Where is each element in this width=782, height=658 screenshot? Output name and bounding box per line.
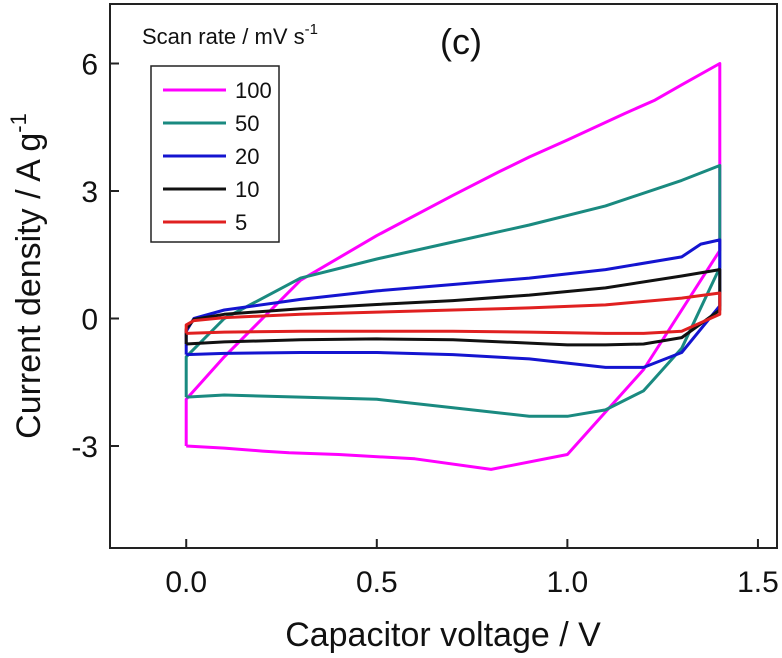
legend-title-superscript: -1	[305, 21, 318, 38]
y-axis-title: Current density / A g-1	[6, 113, 48, 439]
legend-label-50: 50	[235, 111, 259, 136]
y-tick-label: 0	[81, 304, 98, 337]
x-tick-label: 1.5	[737, 566, 779, 599]
y-axis-title-text: Current density / A g	[10, 133, 48, 439]
y-tick-label: 6	[81, 49, 98, 82]
legend: 100 50 20 10 5	[163, 78, 272, 235]
legend-title: Scan rate / mV s-1	[142, 21, 318, 49]
y-tick-label: -3	[71, 431, 98, 464]
x-tick-label: 1.0	[547, 566, 589, 599]
svg-text:Current density / A g-1: Current density / A g-1	[6, 113, 48, 439]
legend-label-10: 10	[235, 177, 259, 202]
legend-box	[150, 65, 280, 243]
series-5	[184, 291, 722, 335]
legend-label-100: 100	[235, 78, 272, 103]
legend-label-20: 20	[235, 144, 259, 169]
y-tick-label: 3	[81, 176, 98, 209]
series-20	[184, 238, 722, 369]
series-100	[184, 62, 722, 471]
legend-title-text: Scan rate / mV s	[142, 24, 305, 49]
x-axis-title: Capacitor voltage / V	[285, 616, 601, 654]
legend-label-5: 5	[235, 210, 247, 235]
axis-ticks: 0.0 0.5 1.0 1.5 6 3 0 -3	[71, 49, 778, 600]
series-10	[184, 268, 722, 347]
plot-frame	[109, 3, 778, 549]
y-axis-title-superscript: -1	[6, 113, 31, 133]
x-tick-label: 0.5	[356, 566, 398, 599]
series-layer	[184, 62, 722, 471]
x-tick-label: 0.0	[165, 566, 207, 599]
panel-label: (c)	[440, 21, 482, 62]
